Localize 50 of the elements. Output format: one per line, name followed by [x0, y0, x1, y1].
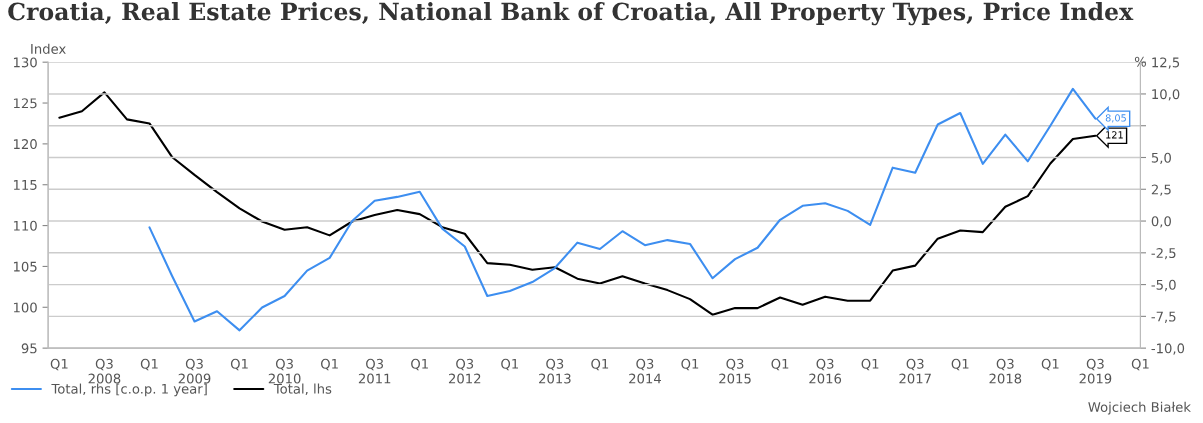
x-tick-label: Q1 [771, 358, 789, 371]
x-tick-label: Q3 2008 [88, 358, 121, 384]
x-tick-label: Q1 [230, 358, 248, 371]
y2-tick-label: 2,5 [1151, 184, 1171, 196]
y2-axis-title: % [1134, 56, 1146, 67]
x-tick-label: Q1 [411, 358, 428, 371]
x-tick-label: Q3 2014 [629, 358, 662, 384]
x-tick-label: Q3 2017 [899, 358, 931, 384]
x-tick-label: Q3 2019 [1079, 358, 1112, 384]
y-tick-label: 95 [21, 343, 37, 354]
x-tick-label: Q1 [861, 358, 879, 371]
data-label: 8,05 [1105, 114, 1126, 123]
y-tick-label: 115 [13, 180, 37, 190]
x-tick-label: Q1 [951, 358, 969, 371]
data-label: 121 [1106, 131, 1123, 139]
y2-tick-label: 0,0 [1151, 216, 1171, 228]
chart-title: Croatia, Real Estate Prices, National Bank of Croatia, All Property Types, Price Index [8, 2, 1134, 26]
x-tick-label: Q3 2012 [448, 358, 481, 384]
y-axis-title: Index [31, 43, 66, 54]
x-tick-label: Q1 [140, 358, 158, 371]
legend-label: Total, lhs [273, 383, 332, 396]
y-tick-label: 105 [13, 261, 37, 272]
x-tick-label: Q1 [1041, 358, 1059, 371]
x-tick-label: Q3 2009 [178, 358, 211, 384]
x-tick-label: Q1 [1131, 358, 1149, 371]
y2-tick-label: -5,0 [1151, 279, 1176, 292]
x-tick-label: Q3 2010 [268, 358, 301, 384]
x-tick-label: Q3 2018 [989, 358, 1022, 384]
x-tick-label: Q3 2016 [809, 358, 842, 384]
y2-tick-label: -10,0 [1151, 343, 1185, 355]
x-tick-label: Q1 [591, 358, 609, 371]
y-tick-label: 110 [13, 220, 37, 231]
y2-tick-label: 5,0 [1151, 152, 1171, 165]
y2-tick-label: -7,5 [1151, 311, 1176, 323]
x-tick-label: Q1 [50, 358, 68, 371]
y-tick-label: 130 [13, 57, 37, 68]
x-tick-label: Q1 [321, 358, 338, 371]
text: Wojciech Białek [1088, 401, 1191, 415]
x-tick-label: Q3 2011 [358, 358, 391, 384]
y-tick-label: 120 [13, 139, 37, 150]
x-tick-label: Q1 [501, 358, 518, 371]
legend-label: Total, rhs [c.o.p. 1 year] [51, 383, 207, 397]
y2-tick-label: 12,5 [1152, 57, 1180, 69]
x-tick-label: Q1 [681, 358, 699, 371]
x-tick-label: Q3 2013 [539, 358, 571, 384]
x-tick-label: Q3 2015 [719, 358, 751, 384]
y2-tick-label: -2,5 [1151, 248, 1176, 260]
y-tick-label: 100 [13, 302, 37, 313]
y-tick-label: 125 [13, 98, 37, 109]
y2-tick-label: 10,0 [1152, 89, 1180, 101]
